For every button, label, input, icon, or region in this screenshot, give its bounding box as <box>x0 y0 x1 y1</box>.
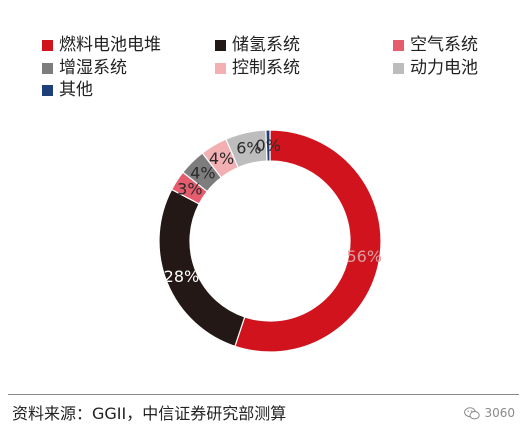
data-label: 0% <box>256 136 281 155</box>
legend-item: 控制系统 <box>215 58 300 78</box>
data-label: 4% <box>190 164 215 183</box>
donut-chart: 56%28%3%4%4%6%0% <box>158 129 382 353</box>
donut-slices <box>158 129 382 353</box>
footer-divider <box>8 394 519 395</box>
legend-label: 其他 <box>59 80 93 100</box>
donut-slice <box>265 129 271 162</box>
legend-swatch <box>42 84 53 96</box>
data-label: 28% <box>164 267 200 286</box>
legend-item: 动力电池 <box>393 58 478 78</box>
legend-swatch <box>42 39 53 51</box>
legend-swatch <box>393 39 404 51</box>
legend-label: 控制系统 <box>232 58 300 78</box>
legend-item: 其他 <box>42 80 93 100</box>
legend-item: 储氢系统 <box>215 35 300 55</box>
data-label: 4% <box>209 149 234 168</box>
donut-slice <box>234 129 382 353</box>
data-label: 6% <box>236 138 261 157</box>
data-label: 56% <box>346 247 382 266</box>
legend-item: 燃料电池电堆 <box>42 35 161 55</box>
watermark-text: 3060 <box>484 406 515 420</box>
legend-item: 增湿系统 <box>42 58 127 78</box>
data-labels: 56%28%3%4%4%6%0% <box>164 136 382 286</box>
wechat-icon <box>464 406 481 419</box>
legend-label: 储氢系统 <box>232 35 300 55</box>
legend-swatch <box>215 39 226 51</box>
legend-label: 增湿系统 <box>59 58 127 78</box>
legend-swatch <box>42 62 53 74</box>
legend-swatch <box>393 62 404 74</box>
legend-label: 动力电池 <box>410 58 478 78</box>
legend-swatch <box>215 62 226 74</box>
legend-label: 燃料电池电堆 <box>59 35 161 55</box>
watermark: 3060 <box>464 406 515 420</box>
source-note: 资料来源：GGII，中信证券研究部测算 <box>12 404 287 423</box>
data-label: 3% <box>177 180 202 199</box>
chart-legend: 燃料电池电堆 储氢系统 空气系统增湿系统 控制系统 动力电池其他 <box>0 0 527 110</box>
legend-item: 空气系统 <box>393 35 478 55</box>
legend-label: 空气系统 <box>410 35 478 55</box>
